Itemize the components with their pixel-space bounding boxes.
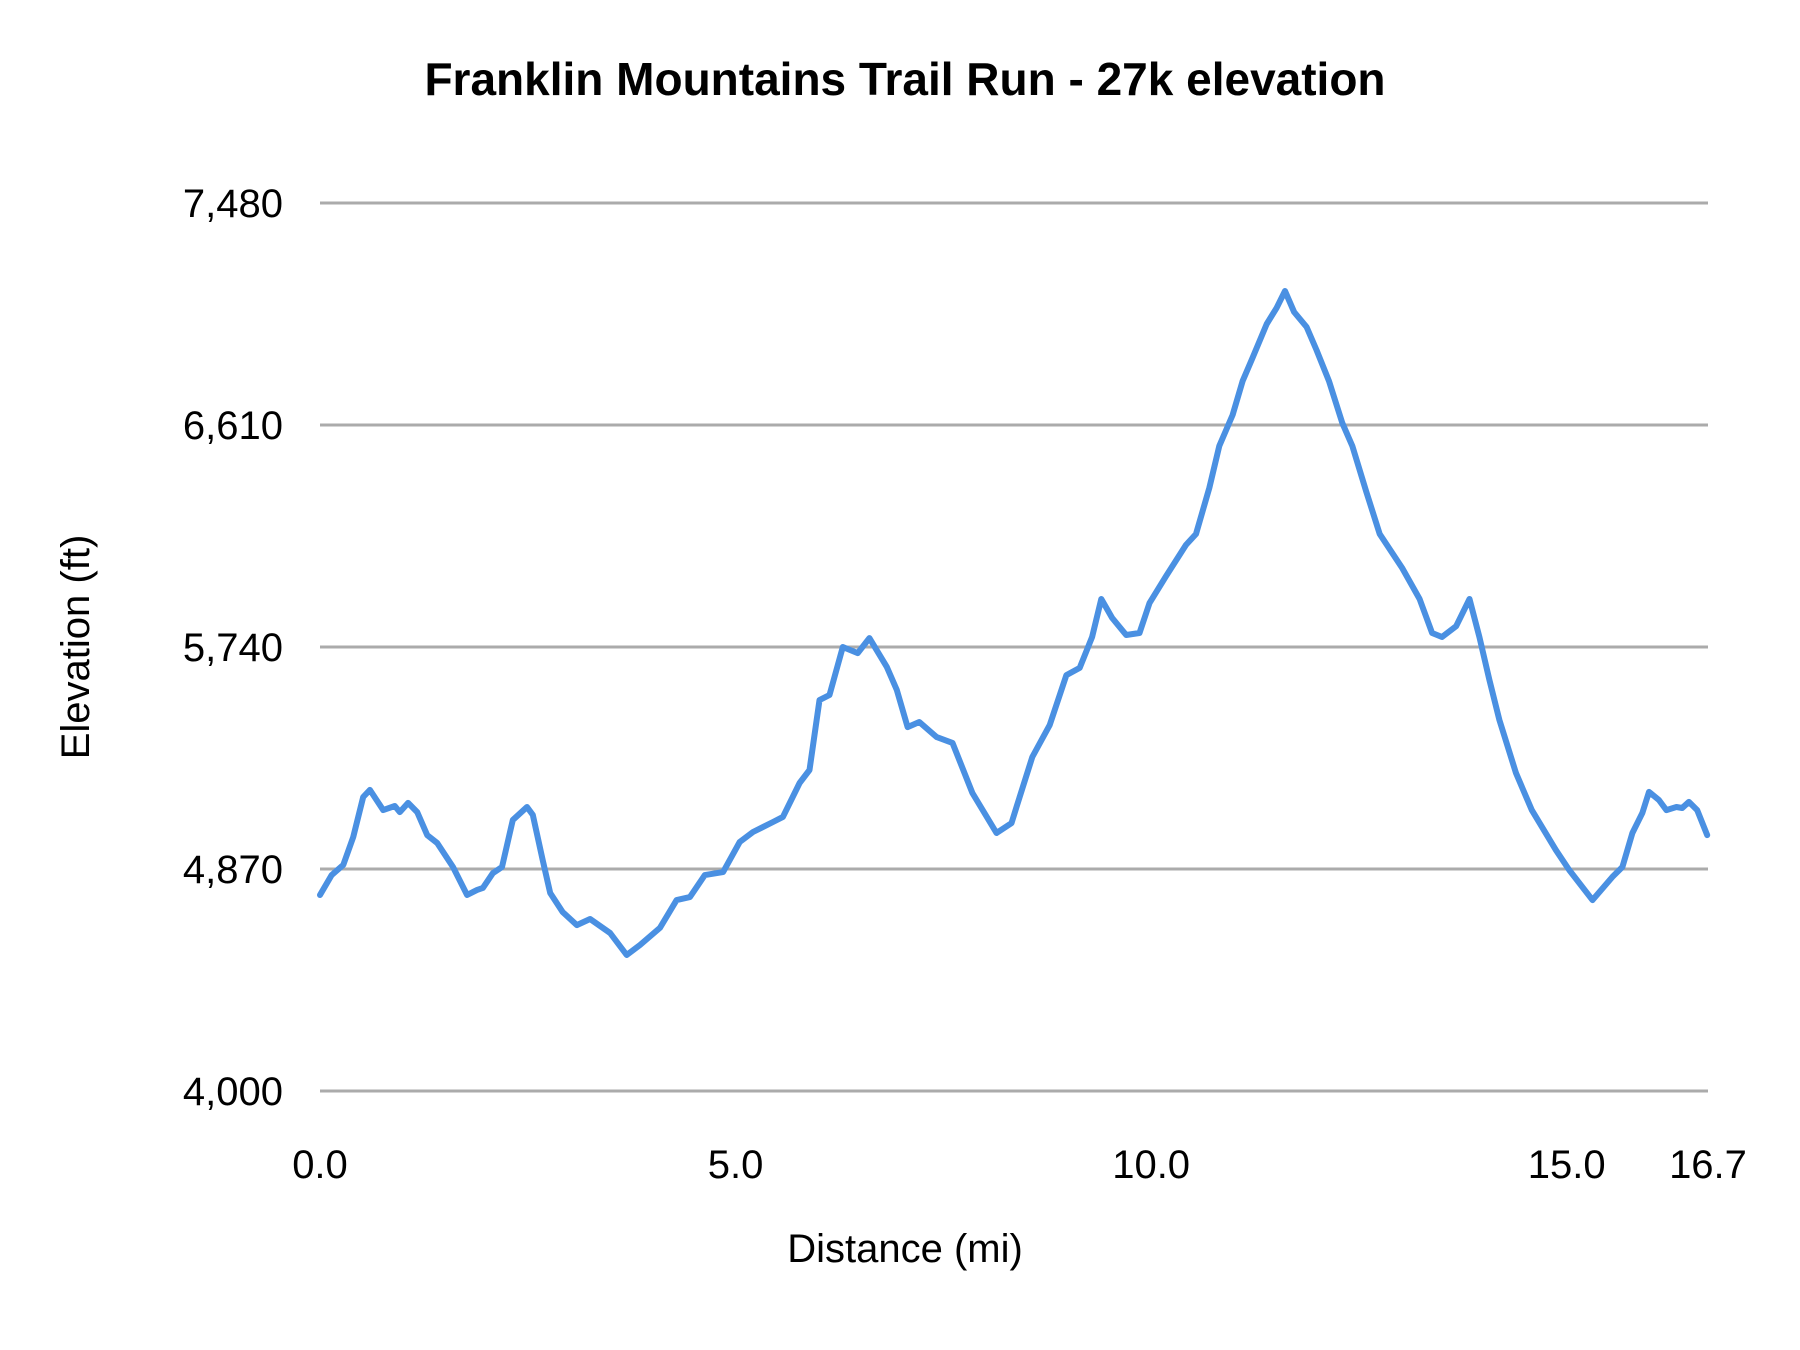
chart-title: Franklin Mountains Trail Run - 27k eleva… (424, 53, 1385, 105)
x-axis-label: Distance (mi) (787, 1227, 1023, 1271)
x-tick-label: 15.0 (1528, 1143, 1606, 1187)
x-tick-label: 10.0 (1112, 1143, 1190, 1187)
y-tick-label: 4,870 (183, 848, 283, 892)
y-tick-label: 4,000 (183, 1070, 283, 1114)
x-tick-label: 5.0 (708, 1143, 764, 1187)
y-tick-label: 5,740 (183, 626, 283, 670)
x-tick-label: 16.7 (1669, 1143, 1747, 1187)
elevation-line (317, 288, 1711, 958)
y-axis-label: Elevation (ft) (54, 535, 98, 760)
y-axis-tick-labels: 4,000 4,870 5,740 6,610 7,480 (183, 182, 283, 1114)
y-gridlines (320, 201, 1708, 1093)
x-axis-tick-labels: 0.0 5.0 10.0 15.0 16.7 (292, 1143, 1747, 1187)
y-tick-label: 6,610 (183, 404, 283, 448)
y-tick-label: 7,480 (183, 182, 283, 226)
x-tick-label: 0.0 (292, 1143, 348, 1187)
